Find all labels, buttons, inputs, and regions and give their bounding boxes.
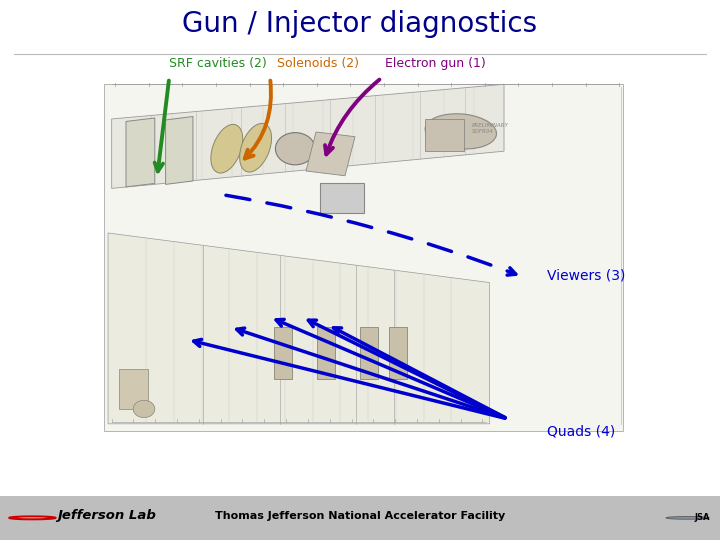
Text: Electron gun (1): Electron gun (1) <box>385 57 486 70</box>
Bar <box>360 327 378 379</box>
Ellipse shape <box>275 133 315 165</box>
Polygon shape <box>108 233 490 424</box>
Text: JSA: JSA <box>694 514 710 522</box>
Text: Quads (4): Quads (4) <box>547 425 616 438</box>
Text: Jefferson Lab: Jefferson Lab <box>58 509 156 522</box>
Text: SRF cavities (2): SRF cavities (2) <box>169 57 267 70</box>
Bar <box>306 132 355 176</box>
Text: Gun / Injector diagnostics: Gun / Injector diagnostics <box>182 10 538 38</box>
Bar <box>389 327 407 379</box>
Bar <box>317 327 335 379</box>
Bar <box>104 84 623 431</box>
Ellipse shape <box>211 124 243 173</box>
Text: Thomas Jefferson National Accelerator Facility: Thomas Jefferson National Accelerator Fa… <box>215 511 505 521</box>
Circle shape <box>666 517 709 519</box>
Bar <box>119 369 148 409</box>
Ellipse shape <box>133 400 155 417</box>
Bar <box>320 184 364 213</box>
Ellipse shape <box>240 124 271 172</box>
Bar <box>425 119 464 151</box>
Polygon shape <box>112 84 504 188</box>
Bar <box>274 327 292 379</box>
Text: Solenoids (2): Solenoids (2) <box>277 57 359 70</box>
Ellipse shape <box>425 114 497 149</box>
Circle shape <box>9 516 55 519</box>
Text: Viewers (3): Viewers (3) <box>547 268 626 282</box>
Text: PRELIMINARY
SOFR04: PRELIMINARY SOFR04 <box>472 124 508 134</box>
Polygon shape <box>126 118 155 187</box>
Polygon shape <box>166 117 193 184</box>
